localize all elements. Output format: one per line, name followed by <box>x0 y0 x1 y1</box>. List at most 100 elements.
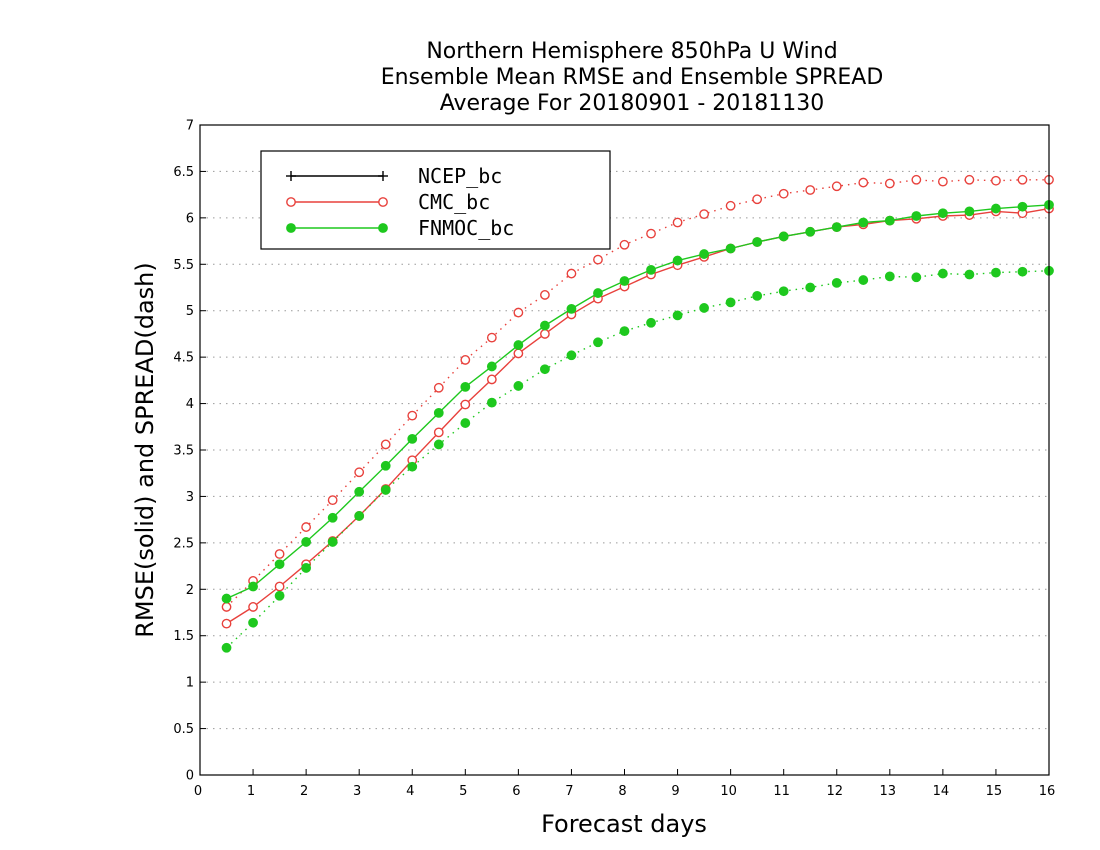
fnmoc-bc-spread-point <box>486 397 497 408</box>
cmc-bc-spread-point <box>699 209 709 220</box>
fnmoc-bc-rmse-point <box>725 243 736 254</box>
x-tick-label: 6 <box>512 784 520 799</box>
fnmoc-bc-spread-point <box>433 439 444 450</box>
cmc-bc-spread-point <box>1017 174 1028 185</box>
cmc-bc-spread-point <box>778 188 789 199</box>
fnmoc-bc-spread-point <box>805 282 816 293</box>
x-tick-label: 16 <box>1039 784 1056 799</box>
fnmoc-bc-rmse-point <box>752 237 763 247</box>
cmc-bc-spread-point <box>646 228 656 239</box>
fnmoc-bc-spread-point <box>911 272 922 283</box>
y-tick-label: 1.5 <box>173 629 194 644</box>
fnmoc-bc-spread-point <box>248 617 258 628</box>
cmc-bc-spread-point <box>301 522 312 532</box>
fnmoc-bc-rmse-point <box>460 381 471 392</box>
fnmoc-bc-rmse-point <box>513 340 524 350</box>
fnmoc-bc-spread-point <box>646 317 656 328</box>
y-tick-label: 1 <box>186 676 194 691</box>
legend-marker-end <box>378 171 388 181</box>
y-axis-title: RMSE(solid) and SPREAD(dash) <box>131 262 159 638</box>
fnmoc-bc-spread-point <box>407 461 418 472</box>
cmc-bc-spread-point <box>619 239 630 250</box>
legend-marker-start <box>286 197 296 207</box>
cmc-bc-spread-point <box>460 355 471 365</box>
fnmoc-bc-rmse-point <box>1017 201 1028 212</box>
y-tick-label: 0.5 <box>173 722 194 737</box>
cmc-bc-spread-point <box>433 382 444 393</box>
cmc-bc-spread-point <box>407 410 418 421</box>
fnmoc-bc-spread-point <box>619 326 630 337</box>
legend-box <box>260 150 611 250</box>
cmc-bc-rmse-point <box>460 399 471 410</box>
x-tick-label: 0 <box>194 784 202 799</box>
cmc-bc-rmse-point <box>513 348 524 359</box>
cmc-bc-rmse-series <box>221 203 1054 629</box>
fnmoc-bc-spread-point <box>858 275 869 285</box>
x-tick-label: 12 <box>826 784 843 799</box>
x-tick-label: 3 <box>353 784 361 799</box>
title-line-3: Average For 20180901 - 20181130 <box>440 91 825 116</box>
legend-marker-start <box>286 223 296 233</box>
y-tick-label: 5 <box>186 304 194 319</box>
fnmoc-bc-rmse-point <box>274 559 285 570</box>
x-tick-label: 14 <box>933 784 950 799</box>
x-tick-label: 1 <box>247 784 255 799</box>
fnmoc-bc-rmse-point <box>672 255 683 266</box>
x-tick-label: 7 <box>565 784 573 799</box>
series-layer <box>221 174 1054 653</box>
fnmoc-bc-spread-point <box>964 269 975 280</box>
cmc-bc-spread-point <box>964 174 975 185</box>
y-tick-label: 4 <box>186 397 194 412</box>
fnmoc-bc-spread-point <box>1017 266 1028 277</box>
cmc-bc-spread-point <box>937 176 948 187</box>
cmc-bc-spread-point <box>540 290 550 300</box>
fnmoc-bc-rmse-point <box>486 361 497 372</box>
y-tick-label: 7 <box>186 119 194 134</box>
x-tick-label: 11 <box>773 784 790 799</box>
fnmoc-bc-spread-point <box>831 277 842 288</box>
fnmoc-bc-spread-point <box>301 563 312 573</box>
cmc-bc-spread-point <box>805 185 816 195</box>
x-tick-label: 13 <box>880 784 897 799</box>
x-tick-label: 8 <box>618 784 626 799</box>
fnmoc-bc-spread-point <box>566 350 577 361</box>
cmc-bc-rmse-point <box>540 329 550 339</box>
legend-marker-start <box>286 171 296 181</box>
fnmoc-bc-rmse-point <box>593 288 603 298</box>
cmc-bc-spread-point <box>911 174 922 185</box>
legend-item-cmc-bc: CMC_bc <box>286 190 490 214</box>
fnmoc-bc-rmse-point <box>937 208 948 219</box>
y-axis: 0 0.5 1 1.5 2 2.5 3 3.5 4 4.5 5 5.5 6 6.5 7 <box>173 119 206 784</box>
y-tick-label: 3 <box>186 490 194 505</box>
x-axis: 0 1 2 3 4 5 6 7 8 9 10 11 12 13 14 15 16 <box>194 769 1055 799</box>
legend-label: CMC_bc <box>418 190 490 214</box>
x-tick-label: 4 <box>406 784 414 799</box>
fnmoc-bc-spread-point <box>221 642 232 653</box>
y-tick-label: 0 <box>186 769 194 784</box>
y-tick-label: 6 <box>186 211 194 226</box>
cmc-bc-spread-point <box>884 178 895 189</box>
fnmoc-bc-rmse-point <box>805 226 816 237</box>
fnmoc-bc-spread-point <box>884 271 895 282</box>
cmc-bc-spread-point <box>354 467 365 478</box>
fnmoc-bc-rmse-point <box>964 206 975 217</box>
cmc-bc-spread-point <box>752 194 763 205</box>
fnmoc-bc-spread-point <box>593 337 603 348</box>
fnmoc-bc-spread-point <box>699 303 709 313</box>
x-tick-label: 10 <box>720 784 737 799</box>
x-tick-label: 5 <box>459 784 467 799</box>
fnmoc-bc-spread-point <box>778 286 789 297</box>
cmc-bc-spread-point <box>486 332 497 343</box>
x-tick-label: 2 <box>300 784 308 799</box>
fnmoc-bc-spread-point <box>991 267 1001 278</box>
cmc-bc-spread-point <box>513 307 524 318</box>
fnmoc-bc-rmse-point <box>884 215 895 226</box>
fnmoc-bc-rmse-point <box>619 276 630 286</box>
cmc-bc-spread-point <box>858 177 869 188</box>
fnmoc-bc-rmse-point <box>301 537 312 547</box>
fnmoc-bc-spread-point <box>752 290 763 301</box>
fnmoc-bc-rmse-point <box>991 203 1001 214</box>
x-tick-label: 9 <box>671 784 679 799</box>
cmc-bc-rmse-point <box>433 427 444 438</box>
